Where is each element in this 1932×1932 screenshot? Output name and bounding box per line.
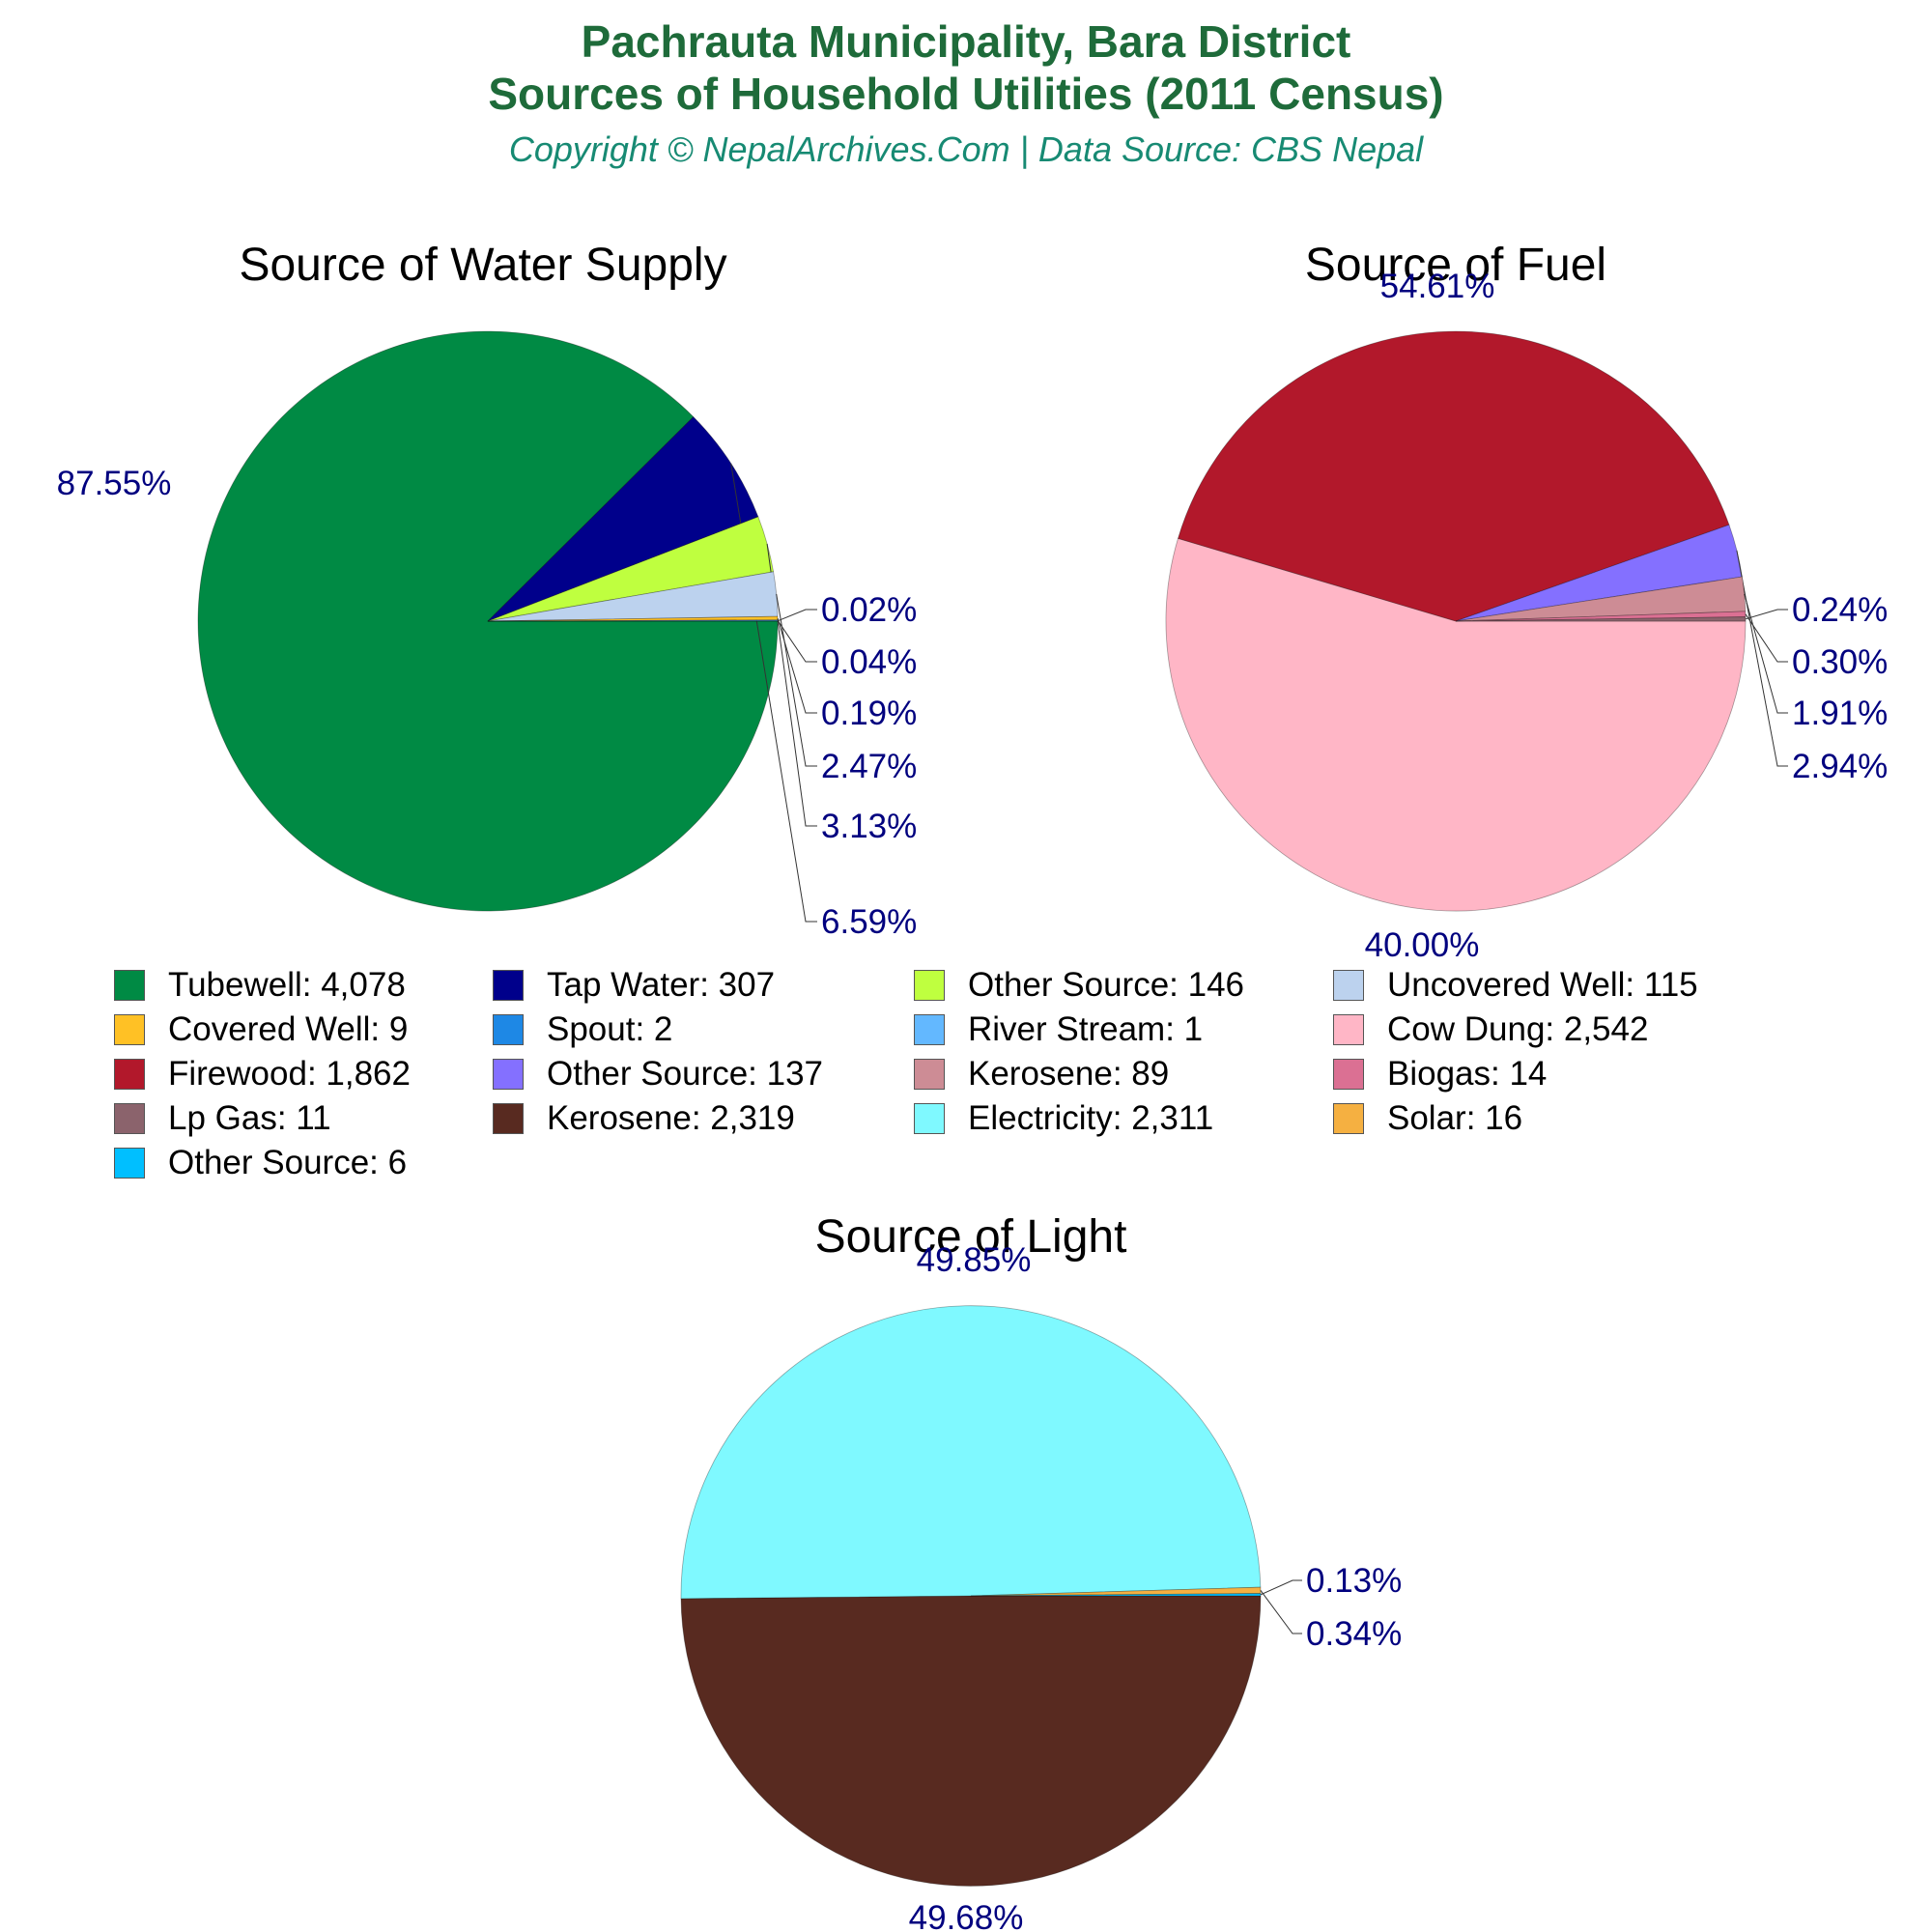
legend-label: Kerosene: 89	[968, 1055, 1170, 1093]
legend-item: Tap Water: 307	[493, 966, 775, 1005]
leader-line	[766, 543, 817, 827]
legend-label: Other Source: 6	[168, 1144, 408, 1181]
percent-label: 0.34%	[1306, 1615, 1402, 1653]
pie-slice-kerosene	[1455, 576, 1747, 622]
percent-label: 2.94%	[1792, 748, 1888, 785]
legend-item: Uncovered Well: 115	[1333, 966, 1698, 1005]
percent-label: 49.68%	[909, 1899, 1024, 1932]
legend-item: Tubewell: 4,078	[114, 966, 406, 1005]
percent-label: 2.47%	[821, 748, 917, 785]
chart-title-line1: Pachrauta Municipality, Bara District	[581, 16, 1351, 67]
legend-swatch	[1333, 1059, 1364, 1090]
legend-swatch	[493, 1014, 524, 1045]
percent-label: 0.24%	[1792, 591, 1888, 629]
legend-item: Solar: 16	[1333, 1099, 1522, 1138]
legend-swatch	[114, 1148, 145, 1179]
legend-label: River Stream: 1	[968, 1010, 1204, 1048]
legend-item: Other Source: 146	[914, 966, 1244, 1005]
percent-label: 6.59%	[821, 903, 917, 941]
legend-swatch	[914, 970, 945, 1001]
pie-slice-electricity	[680, 1305, 1262, 1600]
copyright-text: Copyright © NepalArchives.Com | Data Sou…	[508, 129, 1424, 169]
leader-line	[1745, 609, 1788, 620]
legend-label: Covered Well: 9	[168, 1010, 409, 1048]
legend-swatch	[914, 1014, 945, 1045]
percent-label: 54.61%	[1380, 268, 1495, 305]
legend-item: Kerosene: 2,319	[493, 1099, 795, 1138]
legend-item: Covered Well: 9	[114, 1010, 408, 1049]
legend-label: Other Source: 146	[968, 966, 1244, 1004]
pie-title: Source of Light	[815, 1211, 1127, 1263]
percent-label: 87.55%	[57, 465, 172, 502]
pie-slice-tubewell	[197, 330, 779, 912]
pie-slice-firewood	[1177, 330, 1730, 622]
percent-label: 0.19%	[821, 695, 917, 732]
leader-line	[1744, 593, 1788, 714]
legend-label: Tap Water: 307	[547, 966, 776, 1004]
percent-label: 40.00%	[1365, 926, 1480, 964]
legend-label: Solar: 16	[1387, 1099, 1523, 1137]
legend-label: Firewood: 1,862	[168, 1055, 411, 1093]
leader-line	[1736, 550, 1788, 767]
pie-slice-cow-dung	[1165, 537, 1747, 912]
percent-label: 1.91%	[1792, 695, 1888, 732]
percent-label: 0.30%	[1792, 643, 1888, 681]
legend-label: Lp Gas: 11	[168, 1099, 331, 1137]
legend-item: Other Source: 6	[114, 1144, 407, 1182]
pie-slice-kerosene	[680, 1595, 1262, 1887]
legend-swatch	[493, 970, 524, 1001]
chart-title-line2: Sources of Household Utilities (2011 Cen…	[488, 69, 1444, 119]
legend-item: Other Source: 137	[493, 1055, 823, 1094]
leader-line	[1745, 613, 1788, 663]
leader-line	[777, 619, 817, 663]
percent-label: 0.13%	[1306, 1562, 1402, 1600]
legend-swatch	[114, 1059, 145, 1090]
percent-label: 0.02%	[821, 591, 917, 629]
pie-title: Source of Fuel	[1305, 240, 1606, 291]
legend-label: Biogas: 14	[1387, 1055, 1548, 1093]
legend-item: Biogas: 14	[1333, 1055, 1547, 1094]
legend-item: Spout: 2	[493, 1010, 672, 1049]
leader-line	[776, 593, 817, 767]
legend-label: Kerosene: 2,319	[547, 1099, 795, 1137]
legend-label: Cow Dung: 2,542	[1387, 1010, 1649, 1048]
legend-item: Lp Gas: 11	[114, 1099, 331, 1138]
legend-swatch	[914, 1103, 945, 1134]
percent-label: 49.85%	[917, 1241, 1032, 1279]
leader-line	[1260, 1579, 1302, 1596]
pie-source-of-water-supply: Source of Water Supply 87.55% 6.59% 3.13% 2.…	[57, 240, 918, 941]
percent-label: 3.13%	[821, 808, 917, 845]
legend-swatch	[114, 1103, 145, 1134]
legend-swatch	[914, 1059, 945, 1090]
legend-label: Tubewell: 4,078	[168, 966, 406, 1004]
legend-label: Electricity: 2,311	[968, 1099, 1214, 1137]
leader-line	[777, 609, 817, 622]
legend-swatch	[114, 1014, 145, 1045]
leader-line	[1260, 1590, 1302, 1634]
legend-swatch	[493, 1103, 524, 1134]
legend-item: Cow Dung: 2,542	[1333, 1010, 1648, 1049]
pie-title: Source of Water Supply	[239, 240, 726, 291]
legend-label: Other Source: 137	[547, 1055, 823, 1093]
legend-swatch	[114, 970, 145, 1001]
legend-item: Firewood: 1,862	[114, 1055, 411, 1094]
legend-label: Spout: 2	[547, 1010, 673, 1048]
legend-swatch	[1333, 1103, 1364, 1134]
legend-item: Electricity: 2,311	[914, 1099, 1213, 1138]
percent-label: 0.04%	[821, 643, 917, 681]
legend-swatch	[493, 1059, 524, 1090]
leader-line	[777, 617, 817, 714]
pie-slice-covered-well	[487, 615, 779, 622]
legend-swatch	[1333, 970, 1364, 1001]
legend-item: River Stream: 1	[914, 1010, 1203, 1049]
legend-label: Uncovered Well: 115	[1387, 966, 1698, 1004]
legend-item: Kerosene: 89	[914, 1055, 1169, 1094]
legend-swatch	[1333, 1014, 1364, 1045]
